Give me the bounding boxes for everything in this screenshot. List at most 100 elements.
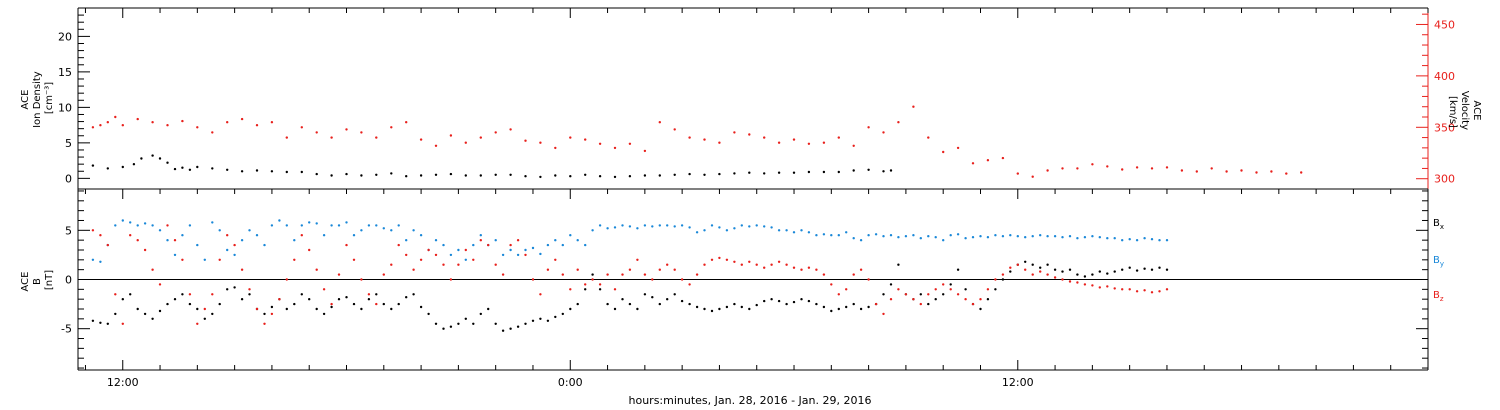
velocity-point — [807, 142, 811, 145]
velocity-point — [837, 136, 840, 139]
bz-point — [1150, 291, 1154, 294]
by-point — [725, 229, 729, 232]
bz-point — [1068, 280, 1072, 283]
bx-point — [1009, 270, 1012, 273]
bx-point — [390, 307, 393, 311]
density-point — [173, 167, 177, 171]
bx-point — [434, 322, 438, 325]
bx-point — [919, 293, 922, 296]
by-point — [1039, 234, 1042, 237]
velocity-point — [956, 146, 960, 150]
bz-point — [830, 283, 833, 286]
density-tick-label: 5 — [65, 137, 72, 150]
density-point — [584, 173, 587, 176]
bz-point — [181, 258, 184, 261]
density-point — [763, 172, 766, 175]
velocity-point — [673, 128, 676, 131]
by-point — [964, 237, 967, 240]
bz-point — [591, 278, 594, 281]
velocity-tick-label: 300 — [1434, 173, 1455, 186]
by-point — [1061, 236, 1064, 239]
legend-bx-base: B — [1433, 218, 1440, 229]
by-point — [419, 234, 423, 237]
bz-point — [748, 260, 751, 263]
bz-point — [1016, 263, 1019, 266]
bx-point — [621, 298, 624, 301]
bz-point — [1053, 276, 1057, 279]
by-point — [337, 224, 341, 227]
bz-point — [889, 298, 893, 301]
by-point — [315, 222, 318, 225]
velocity-point — [569, 136, 572, 139]
bx-point — [352, 302, 356, 306]
density-point — [240, 170, 244, 173]
b-label-line-3: [nT] — [44, 270, 55, 290]
bx-point — [889, 283, 893, 286]
bx-point — [822, 305, 826, 309]
velocity-point — [91, 126, 95, 129]
by-point — [643, 224, 647, 227]
bz-point — [1121, 288, 1124, 291]
bz-point — [964, 298, 967, 301]
bz-point — [1046, 273, 1049, 276]
bz-point — [479, 239, 482, 242]
bz-point — [233, 243, 236, 247]
bz-point — [315, 268, 318, 271]
density-velocity-panel: 0 5 10 15 20 300 350 400 450 ACE Ion Density [c… — [20, 7, 1482, 190]
bx-point — [449, 325, 453, 328]
bz-point — [695, 273, 699, 276]
bx-point — [1150, 268, 1154, 271]
velocity-point — [1121, 168, 1124, 171]
by-point — [628, 225, 632, 228]
bx-point — [897, 263, 900, 266]
by-point — [300, 224, 303, 227]
bz-point — [1143, 289, 1146, 292]
bz-point — [524, 253, 527, 257]
by-point — [494, 239, 497, 242]
bx-point — [740, 305, 743, 309]
bz-point — [278, 298, 281, 301]
velocity-point — [927, 136, 930, 139]
bx-point — [151, 317, 154, 320]
density-point — [226, 168, 229, 171]
bz-point — [270, 312, 274, 316]
bz-point — [942, 283, 945, 286]
bz-point — [1023, 268, 1027, 271]
velocity-tick-label: 400 — [1434, 70, 1455, 83]
by-point — [1076, 237, 1079, 240]
bx-point — [859, 307, 863, 311]
bz-point — [912, 298, 915, 301]
bz-point — [457, 263, 460, 266]
bz-point — [934, 288, 937, 291]
density-point — [375, 173, 378, 176]
bx-point — [1061, 270, 1064, 273]
bx-point — [166, 302, 169, 306]
by-point — [233, 253, 236, 257]
by-point — [927, 235, 930, 238]
density-point — [643, 174, 647, 177]
velocity-point — [449, 134, 453, 137]
bz-point — [367, 293, 371, 296]
density-point — [852, 169, 855, 172]
by-point — [942, 239, 945, 242]
bx-point — [598, 288, 602, 291]
bz-point — [1113, 287, 1116, 290]
bz-point — [986, 288, 990, 291]
velocity-point — [643, 149, 647, 153]
density-point — [867, 168, 870, 171]
by-point — [1083, 236, 1087, 239]
bz-point — [725, 258, 729, 261]
by-point — [800, 229, 803, 232]
bz-point — [807, 266, 811, 269]
velocity-point — [658, 121, 661, 124]
bx-point — [412, 293, 415, 296]
by-point — [121, 219, 125, 222]
by-point — [1001, 235, 1005, 238]
bx-point — [1031, 263, 1034, 266]
density-point — [889, 169, 893, 172]
by-point — [904, 235, 908, 238]
by-point — [606, 227, 609, 230]
bz-point — [1031, 273, 1034, 276]
by-point — [718, 226, 721, 229]
bx-point — [285, 307, 288, 311]
